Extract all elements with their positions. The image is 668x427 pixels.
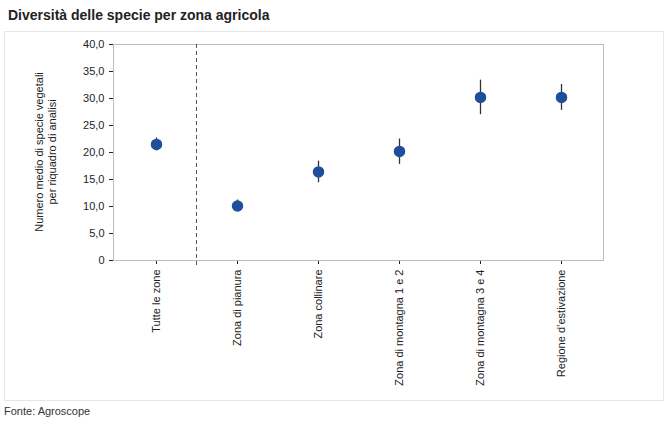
svg-text:Zona di montagna 3 e 4: Zona di montagna 3 e 4	[474, 270, 486, 386]
svg-text:20,0: 20,0	[83, 146, 104, 158]
svg-text:5,0: 5,0	[89, 227, 104, 239]
svg-text:Numero medio di specie vegetal: Numero medio di specie vegetaliper riqua…	[33, 72, 58, 232]
svg-text:15,0: 15,0	[83, 173, 104, 185]
html-text:Fonte: Agroscope: Fonte: Agroscope	[4, 405, 91, 417]
svg-text:30,0: 30,0	[83, 92, 104, 104]
svg-text:Zona di pianura: Zona di pianura	[231, 269, 243, 346]
svg-text:35,0: 35,0	[83, 65, 104, 77]
svg-text:40,0: 40,0	[83, 38, 104, 50]
svg-text:Zona di montagna 1 e 2: Zona di montagna 1 e 2	[393, 270, 405, 386]
svg-text:25,0: 25,0	[83, 119, 104, 131]
svg-text:Regione d’estivazione: Regione d’estivazione	[555, 270, 567, 378]
svg-text:0: 0	[98, 254, 104, 266]
svg-text:Tutte le zone: Tutte le zone	[150, 270, 162, 333]
svg-text:Zona collinare: Zona collinare	[312, 270, 324, 339]
svg-text:10,0: 10,0	[83, 200, 104, 212]
html-text:Diversità delle specie per zon: Diversità delle specie per zona agricola	[8, 7, 270, 23]
